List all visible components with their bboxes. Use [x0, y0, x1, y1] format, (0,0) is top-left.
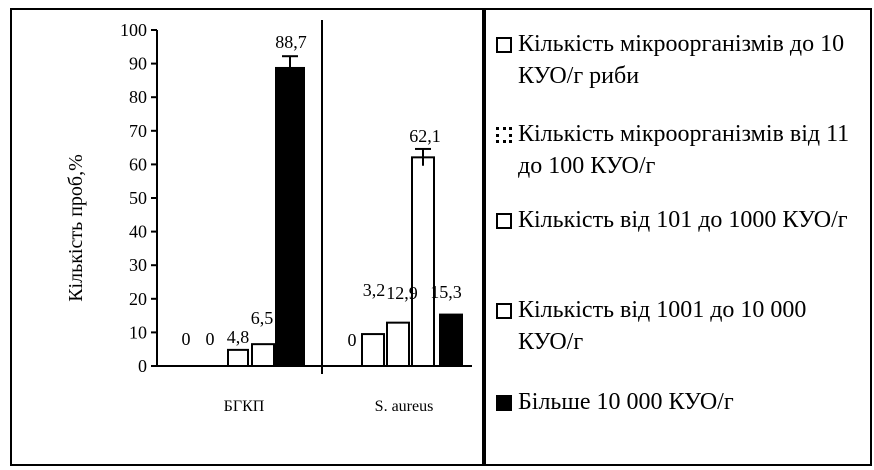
y-tick-label: 90 — [129, 54, 147, 74]
data-label: 88,7 — [275, 32, 307, 52]
legend-label-2: Кількість мікроорганізмів від 11 до 100 … — [518, 121, 850, 179]
data-label: 4,8 — [227, 327, 250, 347]
data-label: 15,3 — [430, 282, 462, 302]
y-axis-label: Кількість проб,% — [65, 154, 87, 302]
data-label: 62,1 — [409, 126, 441, 146]
legend-item-5: Більше 10 000 КУО/г — [496, 386, 868, 418]
plot-frame — [10, 8, 484, 466]
y-tick-label: 40 — [129, 222, 147, 242]
x-tick-label: S. aureus — [375, 398, 434, 415]
data-label: 0 — [206, 329, 215, 349]
legend-label-1: Кількість мікроорганізмів до 10 КУО/г ри… — [518, 31, 845, 89]
legend-item-2: Кількість мікроорганізмів від 11 до 100 … — [496, 118, 868, 182]
y-tick-label: 20 — [129, 289, 147, 309]
y-tick-label: 80 — [129, 87, 147, 107]
legend-swatch-white — [496, 213, 512, 229]
y-tick-label: 70 — [129, 121, 147, 141]
y-tick-label: 10 — [129, 322, 147, 342]
legend-label-3: Кількість від 101 до 1000 КУО/г — [518, 207, 848, 233]
bar — [275, 66, 305, 368]
y-tick-label: 100 — [120, 20, 147, 40]
data-label: 3,2 — [363, 280, 386, 300]
legend-swatch-dotted — [496, 127, 512, 143]
data-label: 12,9 — [386, 283, 418, 303]
legend-item-4: Кількість від 1001 до 10 000 КУО/г — [496, 294, 858, 358]
bar — [411, 156, 435, 367]
bar — [361, 333, 385, 367]
legend-swatch-white — [496, 37, 512, 53]
y-tick-label: 0 — [138, 356, 147, 376]
bar — [251, 343, 275, 368]
legend-frame — [484, 8, 872, 466]
legend-item-1: Кількість мікроорганізмів до 10 КУО/г ри… — [496, 28, 868, 92]
data-label: 0 — [348, 330, 357, 350]
bar — [227, 348, 249, 368]
data-label: 6,5 — [251, 308, 274, 328]
bar — [386, 321, 410, 368]
legend-label-4: Кількість від 1001 до 10 000 КУО/г — [518, 297, 807, 355]
legend-label-5: Більше 10 000 КУО/г — [518, 389, 734, 415]
y-tick-label: 50 — [129, 188, 147, 208]
y-tick-label: 30 — [129, 255, 147, 275]
x-tick-label: БГКП — [224, 398, 265, 415]
legend-swatch-white — [496, 303, 512, 319]
bar — [439, 313, 463, 368]
y-tick-label: 60 — [129, 154, 147, 174]
data-label: 0 — [182, 329, 191, 349]
legend-item-3: Кількість від 101 до 1000 КУО/г — [496, 204, 858, 236]
legend-swatch-black — [496, 395, 512, 411]
